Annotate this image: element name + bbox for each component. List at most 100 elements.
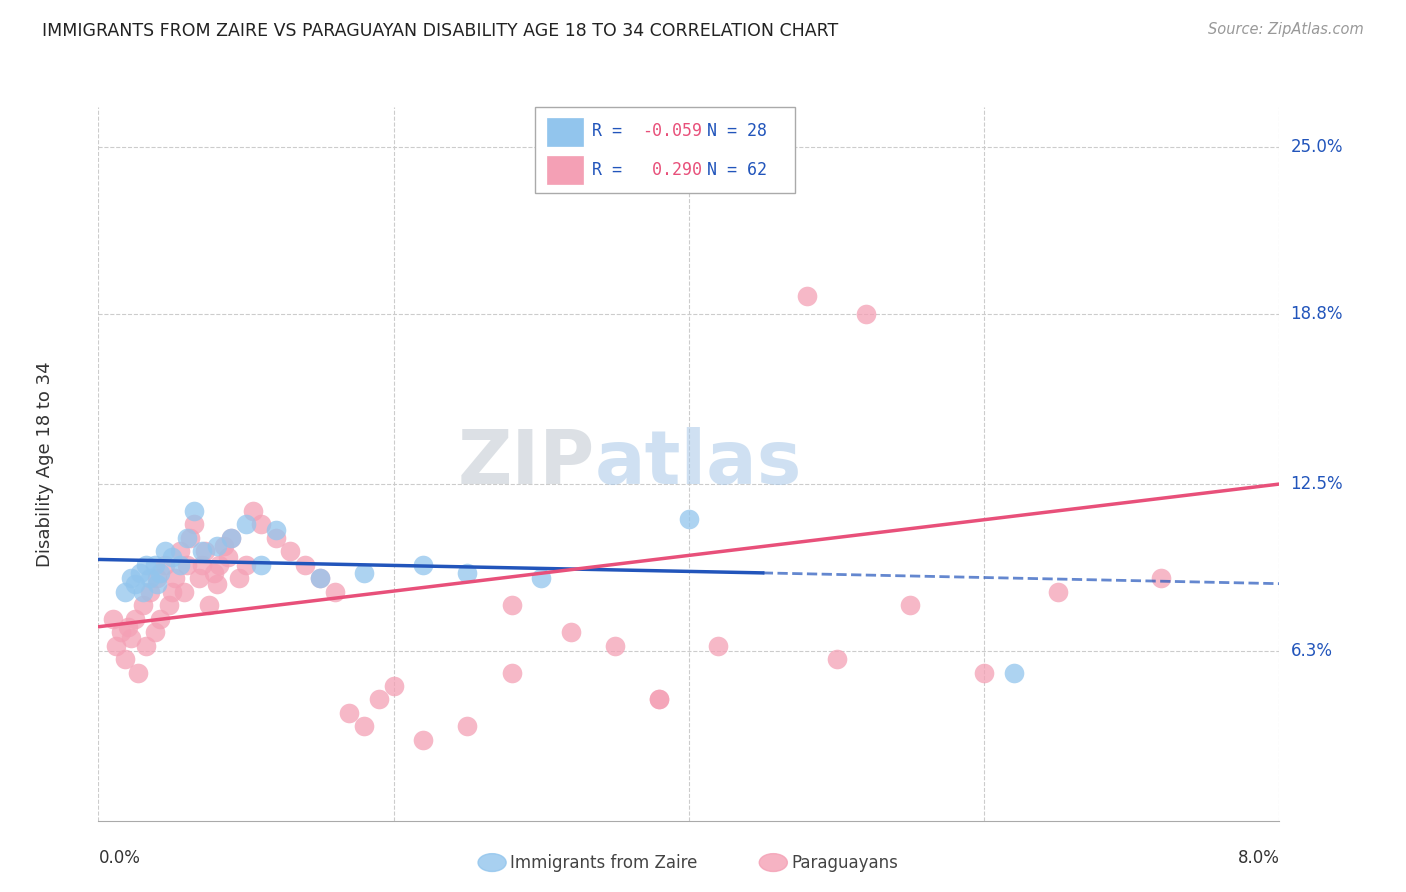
Point xyxy=(308,571,332,585)
Point xyxy=(1002,665,1025,680)
Point xyxy=(456,566,478,580)
Point xyxy=(308,571,332,585)
Text: Paraguayans: Paraguayans xyxy=(792,854,898,871)
Point xyxy=(1046,584,1069,599)
Point xyxy=(648,692,671,706)
Point xyxy=(198,598,221,612)
Point xyxy=(143,558,166,572)
Point xyxy=(501,665,523,680)
Point xyxy=(235,517,257,532)
Point xyxy=(382,679,405,693)
FancyBboxPatch shape xyxy=(536,107,796,193)
Point xyxy=(501,598,523,612)
Point xyxy=(149,612,172,626)
Point xyxy=(135,639,157,653)
Point xyxy=(250,517,273,532)
Point xyxy=(139,584,162,599)
Point xyxy=(412,732,434,747)
Point xyxy=(169,558,191,572)
Point xyxy=(264,531,287,545)
Point xyxy=(132,598,155,612)
Point xyxy=(146,571,169,585)
FancyBboxPatch shape xyxy=(547,118,582,146)
Point xyxy=(219,531,242,545)
Text: 12.5%: 12.5% xyxy=(1291,475,1343,493)
Point xyxy=(530,571,553,585)
Point xyxy=(294,558,316,572)
Point xyxy=(235,558,257,572)
Point xyxy=(165,571,187,585)
Point xyxy=(157,598,180,612)
Point xyxy=(190,544,214,558)
Point xyxy=(124,576,146,591)
Text: 8.0%: 8.0% xyxy=(1237,849,1279,867)
Point xyxy=(707,639,730,653)
Point xyxy=(194,544,217,558)
Point xyxy=(353,566,375,580)
Point xyxy=(114,652,136,666)
Text: 25.0%: 25.0% xyxy=(1291,138,1343,156)
Point xyxy=(139,571,162,585)
Point xyxy=(176,558,198,572)
Text: N = 62: N = 62 xyxy=(707,161,766,178)
Point xyxy=(973,665,995,680)
Point xyxy=(110,625,132,640)
Point xyxy=(132,584,155,599)
Point xyxy=(208,558,231,572)
Text: 0.0%: 0.0% xyxy=(98,849,141,867)
Point xyxy=(1150,571,1173,585)
Point xyxy=(190,558,214,572)
Point xyxy=(120,571,142,585)
Text: R =: R = xyxy=(592,122,621,140)
Point xyxy=(337,706,360,720)
Point xyxy=(353,719,375,733)
Point xyxy=(120,631,142,645)
Point xyxy=(162,584,183,599)
Point xyxy=(187,571,209,585)
Point xyxy=(648,692,671,706)
Point xyxy=(205,539,228,553)
Point xyxy=(456,719,478,733)
Point xyxy=(127,665,149,680)
Point xyxy=(560,625,582,640)
Point xyxy=(124,612,146,626)
Point xyxy=(149,566,172,580)
Point xyxy=(173,584,195,599)
Text: -0.059: -0.059 xyxy=(641,122,702,140)
Point xyxy=(605,639,627,653)
Point xyxy=(898,598,921,612)
Point xyxy=(278,544,301,558)
Point xyxy=(176,531,198,545)
Point xyxy=(323,584,346,599)
Point xyxy=(796,288,818,302)
Point xyxy=(153,558,176,572)
Point xyxy=(412,558,434,572)
Point xyxy=(169,544,191,558)
Text: 18.8%: 18.8% xyxy=(1291,305,1343,324)
FancyBboxPatch shape xyxy=(547,155,582,184)
Point xyxy=(117,620,139,634)
Point xyxy=(179,531,201,545)
Point xyxy=(264,523,287,537)
Point xyxy=(128,566,150,580)
Text: atlas: atlas xyxy=(595,427,801,500)
Text: 6.3%: 6.3% xyxy=(1291,642,1333,660)
Point xyxy=(135,558,157,572)
Text: Immigrants from Zaire: Immigrants from Zaire xyxy=(510,854,697,871)
Point xyxy=(183,504,205,518)
Point xyxy=(367,692,389,706)
Text: Source: ZipAtlas.com: Source: ZipAtlas.com xyxy=(1208,22,1364,37)
Point xyxy=(205,576,228,591)
Point xyxy=(103,612,125,626)
Point xyxy=(825,652,848,666)
Point xyxy=(183,517,205,532)
Point xyxy=(202,566,225,580)
Text: 0.290: 0.290 xyxy=(641,161,702,178)
Point xyxy=(114,584,136,599)
Text: N = 28: N = 28 xyxy=(707,122,766,140)
Point xyxy=(678,512,700,526)
Point xyxy=(250,558,273,572)
Point xyxy=(146,576,169,591)
Point xyxy=(212,539,235,553)
Point xyxy=(855,307,877,321)
